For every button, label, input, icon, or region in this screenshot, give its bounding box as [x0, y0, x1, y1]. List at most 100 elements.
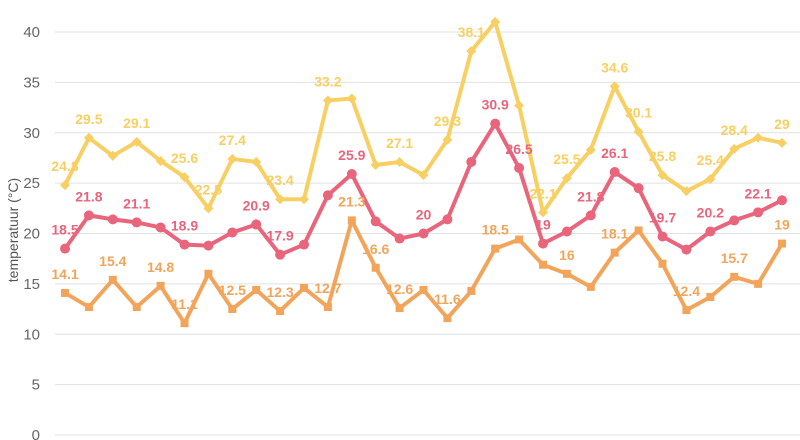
data-point[interactable]: [419, 285, 428, 294]
data-point[interactable]: [490, 16, 501, 27]
data-point[interactable]: [346, 93, 357, 104]
data-point[interactable]: [634, 226, 643, 235]
data-point[interactable]: [370, 159, 381, 170]
data-point[interactable]: [83, 132, 94, 143]
data-point[interactable]: [418, 170, 429, 181]
data-point[interactable]: [251, 156, 262, 167]
data-point[interactable]: [394, 156, 405, 167]
data-point[interactable]: [586, 282, 595, 291]
data-point[interactable]: [156, 281, 165, 290]
data-point[interactable]: [706, 292, 715, 301]
data-point[interactable]: [609, 167, 620, 178]
data-point[interactable]: [155, 222, 166, 233]
data-point[interactable]: [132, 303, 141, 312]
data-point[interactable]: [705, 226, 716, 237]
data-point[interactable]: [179, 239, 190, 250]
data-point[interactable]: [467, 286, 476, 295]
data-point[interactable]: [730, 272, 739, 281]
data-point[interactable]: [777, 195, 787, 206]
data-point[interactable]: [515, 235, 524, 244]
data-label: 26.1: [601, 145, 628, 161]
data-point[interactable]: [155, 155, 166, 166]
data-point[interactable]: [561, 173, 572, 184]
data-label: 29: [774, 116, 790, 132]
data-point[interactable]: [778, 239, 786, 248]
data-label: 25.8: [649, 148, 676, 164]
data-point[interactable]: [203, 240, 214, 251]
data-point[interactable]: [252, 285, 261, 294]
data-point[interactable]: [276, 307, 285, 316]
data-point[interactable]: [227, 227, 238, 238]
data-point[interactable]: [585, 210, 596, 221]
data-point[interactable]: [228, 305, 237, 314]
data-point[interactable]: [466, 46, 477, 57]
data-point[interactable]: [491, 244, 500, 253]
data-point[interactable]: [729, 143, 740, 154]
data-point[interactable]: [322, 95, 333, 106]
data-point[interactable]: [514, 163, 525, 174]
data-point[interactable]: [633, 183, 644, 194]
data-point[interactable]: [299, 194, 309, 205]
data-point[interactable]: [633, 126, 644, 137]
data-point[interactable]: [681, 244, 692, 255]
data-point[interactable]: [754, 279, 763, 288]
data-point[interactable]: [204, 269, 213, 278]
data-point[interactable]: [347, 216, 356, 225]
data-point[interactable]: [61, 288, 69, 297]
data-point[interactable]: [371, 263, 380, 272]
data-point[interactable]: [322, 190, 333, 201]
data-point[interactable]: [203, 203, 214, 214]
data-point[interactable]: [394, 233, 405, 244]
data-point[interactable]: [107, 214, 118, 225]
data-point[interactable]: [180, 319, 189, 328]
data-point[interactable]: [131, 217, 142, 228]
data-point[interactable]: [83, 210, 94, 221]
data-point[interactable]: [275, 249, 286, 260]
data-point[interactable]: [60, 243, 70, 254]
data-point[interactable]: [108, 275, 117, 284]
data-point[interactable]: [609, 81, 620, 92]
data-point[interactable]: [538, 238, 548, 249]
data-point[interactable]: [395, 304, 404, 313]
data-point[interactable]: [84, 303, 93, 312]
data-point[interactable]: [251, 219, 262, 230]
data-point[interactable]: [227, 153, 238, 164]
data-point[interactable]: [60, 180, 70, 191]
data-point[interactable]: [179, 172, 190, 183]
data-point[interactable]: [107, 150, 118, 161]
data-point[interactable]: [323, 303, 332, 312]
data-point[interactable]: [300, 283, 308, 292]
data-point[interactable]: [539, 260, 547, 269]
data-point[interactable]: [131, 136, 142, 147]
data-point[interactable]: [753, 207, 764, 218]
data-point[interactable]: [442, 214, 453, 225]
data-point[interactable]: [658, 259, 667, 268]
data-point[interactable]: [657, 231, 668, 242]
data-point[interactable]: [777, 137, 787, 148]
data-point[interactable]: [370, 216, 381, 227]
data-point[interactable]: [514, 100, 525, 111]
data-point[interactable]: [705, 174, 716, 185]
data-point[interactable]: [562, 269, 571, 278]
data-point[interactable]: [346, 169, 357, 180]
series-layer: [60, 16, 787, 328]
data-label: 33.2: [314, 74, 341, 90]
data-point[interactable]: [299, 239, 309, 250]
data-point[interactable]: [538, 207, 548, 218]
data-point[interactable]: [275, 194, 286, 205]
data-label: 25.5: [553, 151, 580, 167]
data-point[interactable]: [466, 156, 477, 167]
data-label: 12.5: [219, 282, 246, 298]
data-point[interactable]: [585, 144, 596, 155]
data-point[interactable]: [442, 134, 453, 145]
data-point[interactable]: [561, 226, 572, 237]
data-point[interactable]: [681, 186, 692, 197]
data-point[interactable]: [443, 314, 452, 323]
data-point[interactable]: [729, 215, 740, 226]
data-point[interactable]: [610, 248, 619, 257]
data-point[interactable]: [753, 132, 764, 143]
data-point[interactable]: [657, 170, 668, 181]
data-point[interactable]: [490, 118, 501, 129]
data-point[interactable]: [418, 228, 429, 239]
data-point[interactable]: [682, 306, 691, 315]
